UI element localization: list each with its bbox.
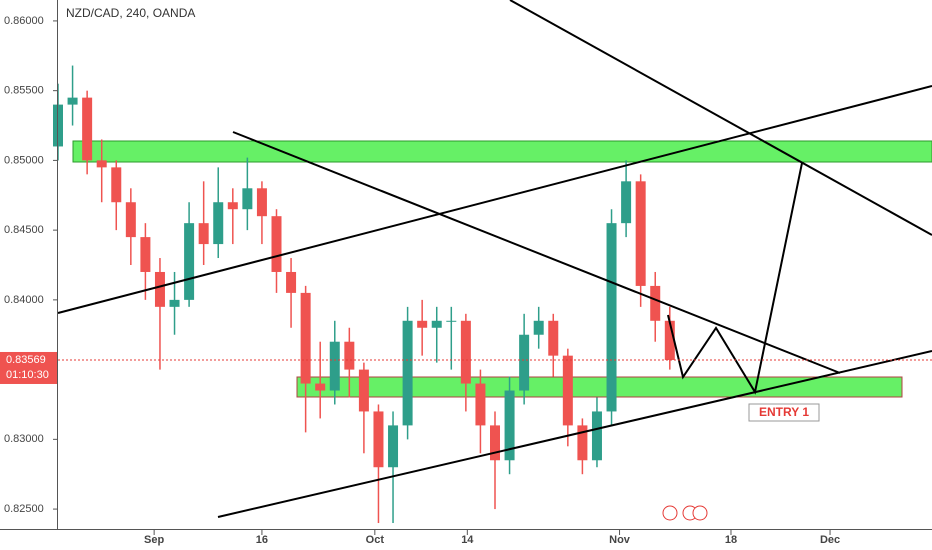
- y-tick-label: 0.83000: [4, 433, 44, 445]
- candle-body: [446, 320, 457, 322]
- resistance-zone: [72, 140, 932, 163]
- trend-line: [232, 131, 841, 374]
- y-tick-label: 0.84500: [4, 224, 44, 236]
- candle-body: [242, 188, 253, 210]
- candle-body: [286, 271, 297, 293]
- x-tick-label: Sep: [144, 534, 164, 546]
- candle-body: [388, 425, 399, 468]
- candle-body: [329, 341, 340, 391]
- candle-body: [650, 285, 661, 321]
- candle-body: [431, 320, 442, 328]
- candle-body: [154, 271, 165, 307]
- candle-body: [562, 355, 573, 426]
- candle-body: [373, 411, 384, 468]
- candles: [53, 65, 675, 524]
- candle-body: [519, 334, 530, 391]
- x-tick-label: 14: [461, 534, 474, 546]
- annotation-box: [748, 403, 820, 422]
- candle-body: [315, 383, 326, 391]
- candle-body: [169, 299, 180, 307]
- candle-body: [621, 181, 632, 224]
- x-tick-label: Dec: [820, 534, 840, 546]
- candle-body: [577, 425, 588, 461]
- countdown: 01:10:30: [6, 369, 49, 381]
- y-tick-label: 0.85000: [4, 154, 44, 166]
- y-tick-label: 0.86000: [4, 15, 44, 27]
- last-price-box: [0, 351, 57, 384]
- candle-body: [460, 320, 471, 384]
- last-price-label: 0.83569: [6, 354, 46, 366]
- candle-body: [664, 320, 675, 360]
- trend-line: [509, 0, 932, 236]
- candle-body: [227, 202, 238, 210]
- trend-line: [57, 85, 932, 314]
- y-tick-label: 0.84000: [4, 294, 44, 306]
- chart-title: NZD/CAD, 240, OANDA: [66, 6, 195, 20]
- candle-body: [96, 160, 107, 168]
- candle-body: [300, 292, 311, 384]
- candle-body: [606, 223, 617, 412]
- x-tick-label: Nov: [609, 534, 631, 546]
- candle-body: [591, 411, 602, 461]
- x-tick-label: 16: [256, 534, 268, 546]
- candle-body: [67, 97, 78, 105]
- candle-body: [125, 202, 136, 238]
- candle-body: [344, 341, 355, 370]
- support-zone: [296, 376, 903, 398]
- candle-body: [82, 97, 93, 161]
- candle-body: [358, 369, 369, 412]
- annotation: ENTRY 1: [759, 405, 809, 419]
- candle-body: [111, 167, 122, 203]
- x-tick-label: Oct: [366, 534, 385, 546]
- x-tick-label: 18: [725, 534, 737, 546]
- projection-path: [667, 162, 803, 395]
- trend-line: [217, 350, 932, 518]
- candle-body: [140, 237, 151, 272]
- y-tick-label: 0.85500: [4, 85, 44, 97]
- candle-body: [256, 188, 267, 217]
- candle-body: [198, 223, 209, 245]
- candle-body: [417, 320, 428, 328]
- candle-body: [490, 425, 500, 461]
- candle-body: [184, 223, 195, 300]
- candle-body: [271, 216, 282, 272]
- candle-body: [533, 320, 544, 335]
- event-icons: [662, 505, 708, 521]
- candle-body: [475, 383, 486, 426]
- candle-body: [402, 320, 413, 426]
- candle-body: [548, 320, 559, 356]
- y-tick-label: 0.82500: [4, 503, 44, 515]
- candle-body: [213, 202, 224, 245]
- candle-body: [504, 390, 515, 461]
- candle-body: [635, 181, 646, 286]
